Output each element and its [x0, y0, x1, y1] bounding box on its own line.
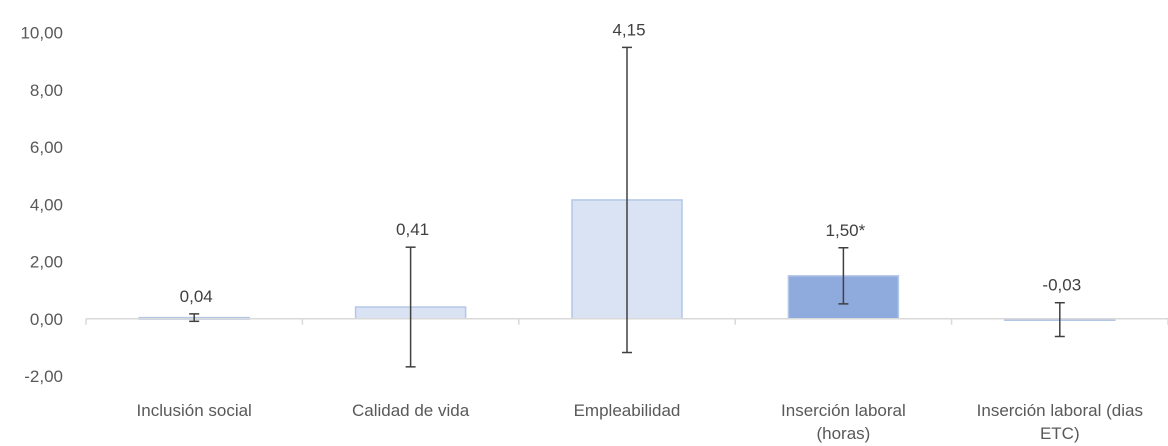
y-tick-label: 10,00: [20, 24, 63, 43]
y-tick-label: 2,00: [30, 253, 63, 272]
error-bar: [405, 246, 416, 368]
category-label: Inserción laboral: [781, 401, 906, 420]
data-label: 4,15: [612, 20, 645, 39]
error-bar: [838, 247, 849, 305]
y-tick-label: 6,00: [30, 138, 63, 157]
category-label: Empleabilidad: [574, 401, 681, 420]
error-bar: [1054, 301, 1065, 338]
y-tick-label: -2,00: [24, 367, 63, 386]
y-tick-label: 0,00: [30, 310, 63, 329]
data-label: -0,03: [1042, 276, 1081, 295]
y-tick-label: 8,00: [30, 81, 63, 100]
y-axis-tick-labels: -2,00 0,00 2,00 4,00 6,00 8,00 10,00: [20, 24, 63, 387]
error-bars: [189, 46, 1065, 368]
category-label: ETC): [1040, 424, 1080, 443]
category-label: Inserción laboral (dias: [977, 401, 1143, 420]
data-label: 0,04: [180, 287, 213, 306]
data-label: 0,41: [396, 220, 429, 239]
category-label: Inclusión social: [137, 401, 252, 420]
data-labels: 0,04 0,41 4,15 1,50* -0,03: [180, 20, 1082, 305]
error-bar: [189, 313, 200, 323]
category-label: (horas): [816, 424, 870, 443]
category-label: Calidad de vida: [352, 401, 470, 420]
error-bar: [622, 46, 632, 354]
y-tick-label: 4,00: [30, 195, 63, 214]
category-labels: Inclusión social Calidad de vida Empleabil…: [137, 401, 1143, 443]
data-label: 1,50*: [826, 221, 866, 240]
